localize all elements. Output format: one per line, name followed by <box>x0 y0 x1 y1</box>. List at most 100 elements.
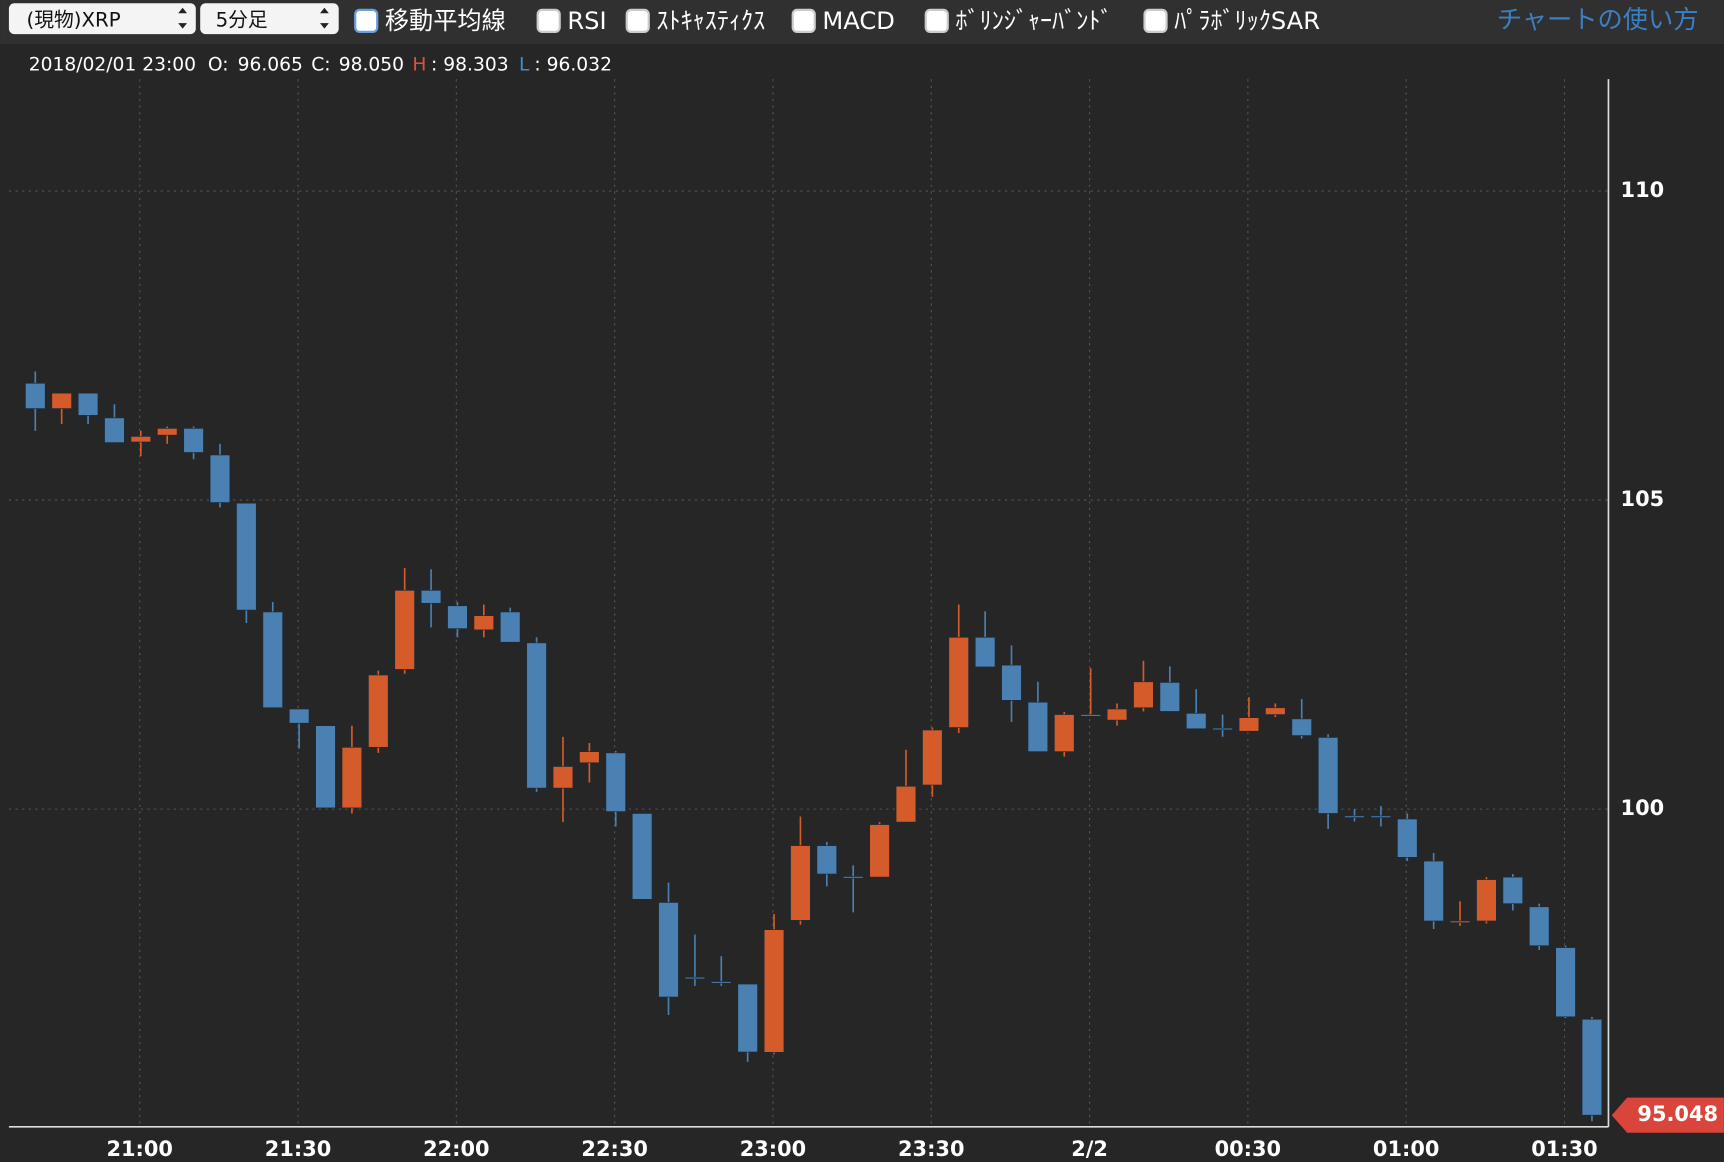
candle-body <box>895 785 917 823</box>
x-tick-label: 22:00 <box>423 1137 489 1161</box>
x-tick-label: 21:30 <box>265 1137 331 1161</box>
candle-body <box>25 382 46 409</box>
indicator-checkbox[interactable] <box>1143 8 1168 33</box>
candle-body <box>341 746 363 809</box>
info-datetime: 2018/02/01 23:00 <box>29 54 196 75</box>
x-tick-label: 00:30 <box>1215 1137 1281 1161</box>
info-high: : 98.303 <box>431 54 509 75</box>
candle-body <box>104 417 125 443</box>
y-tick-label: 100 <box>1621 796 1665 820</box>
candle-body <box>1080 714 1101 717</box>
y-tick-label: 110 <box>1621 178 1665 202</box>
info-close-label: C: <box>311 54 330 75</box>
ohlc-info: 2018/02/01 23:00 O: 96.065 C: 98.050 H :… <box>29 54 612 75</box>
candle-body <box>1344 815 1365 818</box>
x-tick-label: 01:00 <box>1373 1137 1439 1161</box>
symbol-select[interactable] <box>8 3 196 35</box>
info-close: 98.050 <box>339 54 404 75</box>
last-price-tag <box>1611 1097 1724 1133</box>
candle-body <box>1581 1018 1603 1116</box>
interval-select-label: 5分足 <box>216 8 268 31</box>
x-tick-label: 23:30 <box>898 1137 964 1161</box>
candle-body <box>1370 815 1392 818</box>
candle-body <box>77 392 99 416</box>
candle-body <box>922 729 943 786</box>
candle-body <box>394 589 415 670</box>
candle-body <box>948 636 969 728</box>
candle-body <box>605 752 626 812</box>
candle-body <box>1397 818 1418 858</box>
last-price-label: 95.048 <box>1637 1102 1718 1126</box>
info-open: 96.065 <box>238 54 303 75</box>
candle-body <box>1291 718 1312 736</box>
candle-body <box>262 611 283 709</box>
candle-body <box>763 929 785 1053</box>
candle-body <box>1265 707 1286 715</box>
candle-body <box>1476 879 1497 922</box>
candle-body <box>974 636 996 668</box>
help-link[interactable]: チャートの使い方 <box>1497 5 1699 34</box>
candle-body <box>1423 860 1444 922</box>
indicator-label: ﾊﾟﾗﾎﾞﾘｯｸSAR <box>1174 7 1320 35</box>
candle-body <box>1159 682 1181 712</box>
x-tick-label: 2/2 <box>1071 1137 1108 1161</box>
candle-body <box>842 876 864 879</box>
candle-body <box>1528 906 1550 947</box>
indicator-label: ﾎﾞﾘﾝｼﾞｬｰﾊﾞﾝﾄﾞ <box>955 7 1112 35</box>
candle-body <box>711 981 732 984</box>
candle-body <box>1133 681 1154 709</box>
candle-body <box>1185 712 1207 730</box>
select-arrow <box>320 7 329 29</box>
candle-body <box>447 605 468 629</box>
candle-body <box>1001 664 1022 701</box>
info-low: : 96.032 <box>534 54 612 75</box>
candle-body <box>156 428 178 436</box>
candle-body <box>526 642 547 789</box>
candle-body <box>130 436 152 443</box>
candle-body <box>816 845 838 875</box>
symbol-select-label: (現物)XRP <box>27 8 121 31</box>
indicator-checkbox[interactable] <box>924 8 949 33</box>
candle-body <box>684 976 706 980</box>
candle-body <box>1054 714 1075 752</box>
candle-body <box>552 766 574 789</box>
candle-body <box>236 502 257 611</box>
select-arrow <box>178 7 188 29</box>
candle-body <box>737 983 758 1053</box>
info-high-label: H <box>412 54 426 75</box>
interval-select[interactable] <box>200 3 339 35</box>
indicator-label: RSI <box>567 7 606 35</box>
candle-body <box>869 824 890 878</box>
candle-body <box>288 708 310 724</box>
candle-body <box>1238 717 1260 732</box>
indicator-label: MACD <box>822 7 894 35</box>
indicator-label: 移動平均線 <box>385 7 506 35</box>
indicator-checkbox[interactable] <box>536 8 561 33</box>
candle-body <box>499 611 521 643</box>
x-tick-label: 22:30 <box>581 1137 647 1161</box>
candle-body <box>658 902 679 998</box>
candle-body <box>1212 727 1233 731</box>
candle-body <box>51 392 72 409</box>
info-low-label: L <box>519 54 530 75</box>
candle-body <box>631 813 653 900</box>
indicator-checkbox[interactable] <box>791 8 816 33</box>
candle-body <box>1449 920 1471 923</box>
candle-body <box>420 589 442 604</box>
candle-body <box>473 615 495 631</box>
indicator-checkbox[interactable] <box>354 8 379 33</box>
x-tick-label: 21:00 <box>107 1137 173 1161</box>
candle-body <box>579 751 600 764</box>
candle-body <box>315 725 336 809</box>
indicator-label: ｽﾄｷｬｽﾃｨｸｽ <box>656 7 765 35</box>
candle-body <box>1106 708 1128 721</box>
x-tick-label: 23:00 <box>740 1137 806 1161</box>
candle-body <box>1027 701 1049 752</box>
candle-body <box>183 428 204 453</box>
x-tick-label: 01:30 <box>1531 1137 1597 1161</box>
candle-body <box>368 674 389 748</box>
indicator-checkbox[interactable] <box>625 8 650 33</box>
candle-body <box>1502 876 1524 905</box>
candle-body <box>790 845 811 921</box>
